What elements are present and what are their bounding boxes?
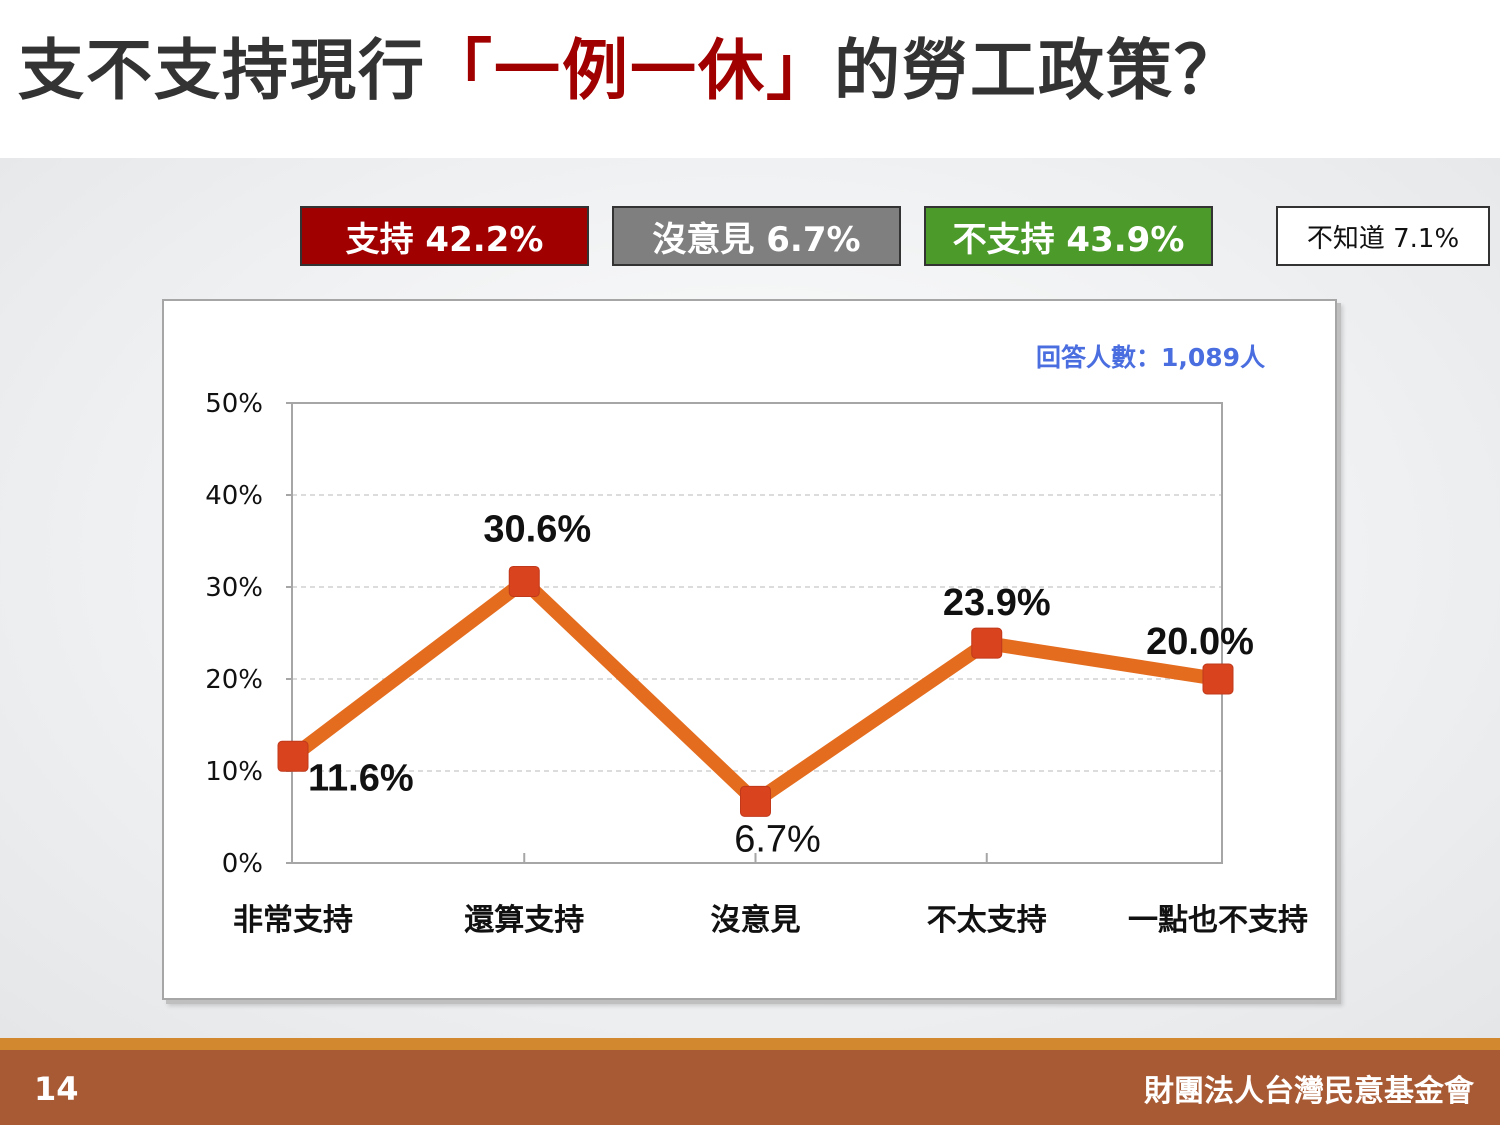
series-line [288, 572, 1220, 811]
data-point-marker [277, 740, 309, 772]
x-tick-label: 一點也不支持 [1128, 903, 1308, 938]
gridlines [292, 494, 1222, 772]
y-tick-label: 0% [222, 849, 263, 879]
y-tick-label: 50% [205, 389, 263, 419]
data-labels: 11.6% 30.6% 6.7% 23.9% 20.0% [308, 508, 1254, 860]
data-label: 6.7% [734, 818, 821, 860]
data-markers [277, 565, 1234, 817]
page-title: 支不支持現行「一例一休」的勞工政策？ [18, 38, 1242, 104]
y-tick-label: 40% [205, 481, 263, 511]
x-tick-label: 不太支持 [927, 903, 1047, 938]
data-point-marker [740, 785, 771, 817]
x-axis-ticks: 非常支持 還算支持 沒意見 不太支持 一點也不支持 [233, 853, 1308, 938]
data-label: 11.6% [308, 757, 414, 799]
data-point-marker [508, 565, 540, 597]
data-point-marker [1202, 663, 1234, 695]
support-summary-box: 支持 42.2% [300, 206, 589, 266]
data-point-marker [971, 627, 1003, 659]
x-tick-label: 沒意見 [711, 903, 801, 938]
y-tick-label: 20% [205, 665, 263, 695]
page-number: 14 [34, 1070, 79, 1108]
footer-bar [0, 1050, 1500, 1125]
x-tick-label: 非常支持 [233, 903, 353, 938]
data-label: 30.6% [483, 508, 591, 550]
title-suffix: 的勞工政策？ [834, 32, 1242, 109]
footer-stripe [0, 1038, 1500, 1050]
respondent-count: 回答人數：1,089人 [1036, 343, 1266, 372]
unknown-summary-box: 不知道 7.1% [1276, 206, 1490, 266]
oppose-summary-box: 不支持 43.9% [924, 206, 1213, 266]
y-tick-label: 10% [205, 757, 263, 787]
title-highlight: 「一例一休」 [426, 32, 834, 109]
organization-name: 財團法人台灣民意基金會 [1144, 1074, 1474, 1109]
x-tick-label: 還算支持 [464, 903, 584, 938]
neutral-summary-box: 沒意見 6.7% [612, 206, 901, 266]
plot-area-frame [291, 402, 1223, 864]
data-label: 20.0% [1146, 621, 1254, 663]
y-axis-ticks: 0% 10% 20% 30% 40% 50% [205, 389, 292, 879]
data-label: 23.9% [943, 582, 1051, 624]
title-prefix: 支不支持現行 [18, 32, 426, 109]
title-band [0, 0, 1500, 158]
y-tick-label: 30% [205, 573, 263, 603]
chart-panel [162, 299, 1337, 1000]
